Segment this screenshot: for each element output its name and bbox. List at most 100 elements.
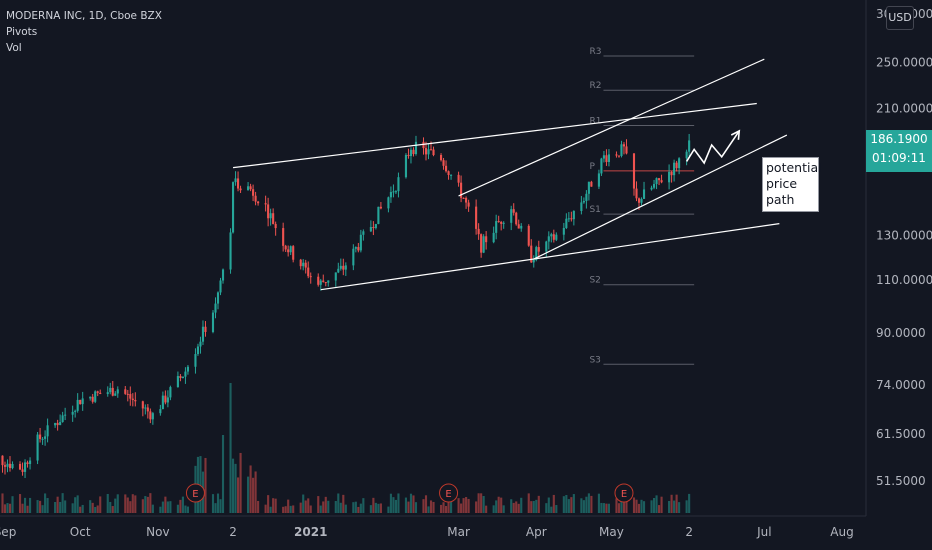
volume-bar: [412, 495, 415, 513]
candle-body: [204, 326, 207, 332]
candle-body: [527, 225, 530, 246]
trendline: [458, 58, 765, 197]
volume-bar: [387, 506, 390, 513]
candle-body: [450, 174, 453, 176]
candle-body: [169, 387, 172, 398]
note-annotation[interactable]: potential price path: [762, 157, 822, 212]
volume-bar: [442, 502, 445, 513]
volume-bar: [307, 498, 310, 513]
volume-bar: [688, 493, 691, 513]
candle-body: [26, 462, 29, 464]
candle-body: [214, 303, 217, 313]
volume-bar: [324, 496, 327, 513]
volume-bar: [502, 505, 505, 513]
volume-bar: [500, 497, 503, 513]
candle-body: [512, 209, 515, 213]
candle-body: [673, 162, 676, 176]
candle-body: [562, 227, 565, 235]
candle-body: [229, 232, 232, 270]
candle-body: [252, 189, 255, 196]
candle-body: [126, 393, 129, 395]
volume-bar: [91, 502, 94, 513]
candlesticks: [1, 133, 691, 479]
candle-body: [352, 248, 355, 266]
volume-bar: [409, 493, 413, 513]
volume-bar: [632, 497, 636, 513]
volume-bar: [587, 493, 590, 513]
candle-body: [344, 265, 347, 270]
time-tick-label: Apr: [526, 525, 547, 539]
candle-body: [109, 387, 112, 393]
trendlines: [232, 58, 788, 291]
volume-bar: [485, 505, 488, 513]
price-tick-label: 130.0000: [876, 229, 932, 243]
symbol-title[interactable]: MODERNA INC, 1D, Cboe BZX: [6, 10, 162, 22]
volume-bar: [359, 503, 362, 513]
candle-body: [362, 231, 365, 235]
volume-bar: [18, 494, 22, 513]
volume-bar: [176, 504, 179, 513]
candle-body: [497, 221, 500, 223]
currency-button[interactable]: USD: [886, 6, 914, 30]
candle-body: [254, 195, 257, 202]
candle-body: [41, 438, 44, 440]
volume-bar: [673, 500, 676, 513]
candle-body: [637, 198, 641, 203]
candle-body: [602, 155, 605, 159]
candle-body: [389, 192, 392, 198]
indicator-vol[interactable]: Vol: [6, 42, 22, 54]
time-tick-label: Oct: [70, 525, 91, 539]
candle-body: [289, 246, 292, 253]
volume-bar: [247, 476, 250, 513]
volume-bar: [114, 498, 117, 513]
volume-bar: [46, 498, 49, 513]
candle-body: [186, 366, 189, 372]
candle-body: [359, 234, 362, 251]
volume-bar: [322, 501, 325, 513]
volume-bar: [319, 505, 322, 513]
volume-bar: [392, 497, 395, 513]
candle-body: [129, 394, 132, 399]
candle-body: [582, 200, 585, 203]
indicator-pivots[interactable]: Pivots: [6, 26, 38, 38]
volume-bar: [216, 493, 220, 513]
volume-bar: [369, 505, 372, 513]
volume-bar: [668, 500, 671, 513]
candle-body: [477, 228, 480, 235]
volume-bar: [637, 503, 641, 513]
volume-bar: [532, 500, 535, 513]
price-axis[interactable]: 300.0000250.0000210.0000130.0000110.0000…: [876, 7, 932, 488]
candle-body: [317, 276, 320, 285]
price-tick-label: 74.0000: [876, 378, 926, 392]
volume-bar: [477, 493, 480, 513]
candle-body: [151, 413, 154, 420]
candle-body: [216, 292, 220, 304]
volume-bar: [166, 501, 169, 513]
volume-bar: [264, 504, 267, 513]
candle-body: [685, 151, 688, 159]
candle-body: [284, 245, 287, 250]
volume-bar: [565, 495, 568, 513]
candle-body: [59, 421, 62, 426]
candle-body: [655, 178, 658, 185]
candle-body: [264, 203, 267, 205]
volume-bar: [129, 501, 132, 513]
volume-bar: [615, 498, 618, 513]
time-tick-label: Jul: [756, 525, 771, 539]
price-tick-label: 51.5000: [876, 474, 926, 488]
volume-bar: [81, 504, 84, 513]
volume-bar: [164, 496, 167, 513]
candle-body: [307, 267, 310, 277]
note-line-2: price: [766, 176, 798, 191]
volume-bar: [23, 497, 27, 513]
candle-body: [372, 226, 375, 229]
candle-body: [257, 201, 260, 204]
volume-bar: [269, 506, 272, 513]
candle-body: [422, 141, 425, 149]
time-axis[interactable]: Sep Oct Nov 2 2021 Mar Apr May 2 Jul Aug: [0, 525, 854, 539]
candle-body: [299, 259, 302, 267]
candle-body: [460, 182, 463, 198]
volume-bar: [274, 498, 277, 513]
candle-body: [144, 407, 147, 409]
